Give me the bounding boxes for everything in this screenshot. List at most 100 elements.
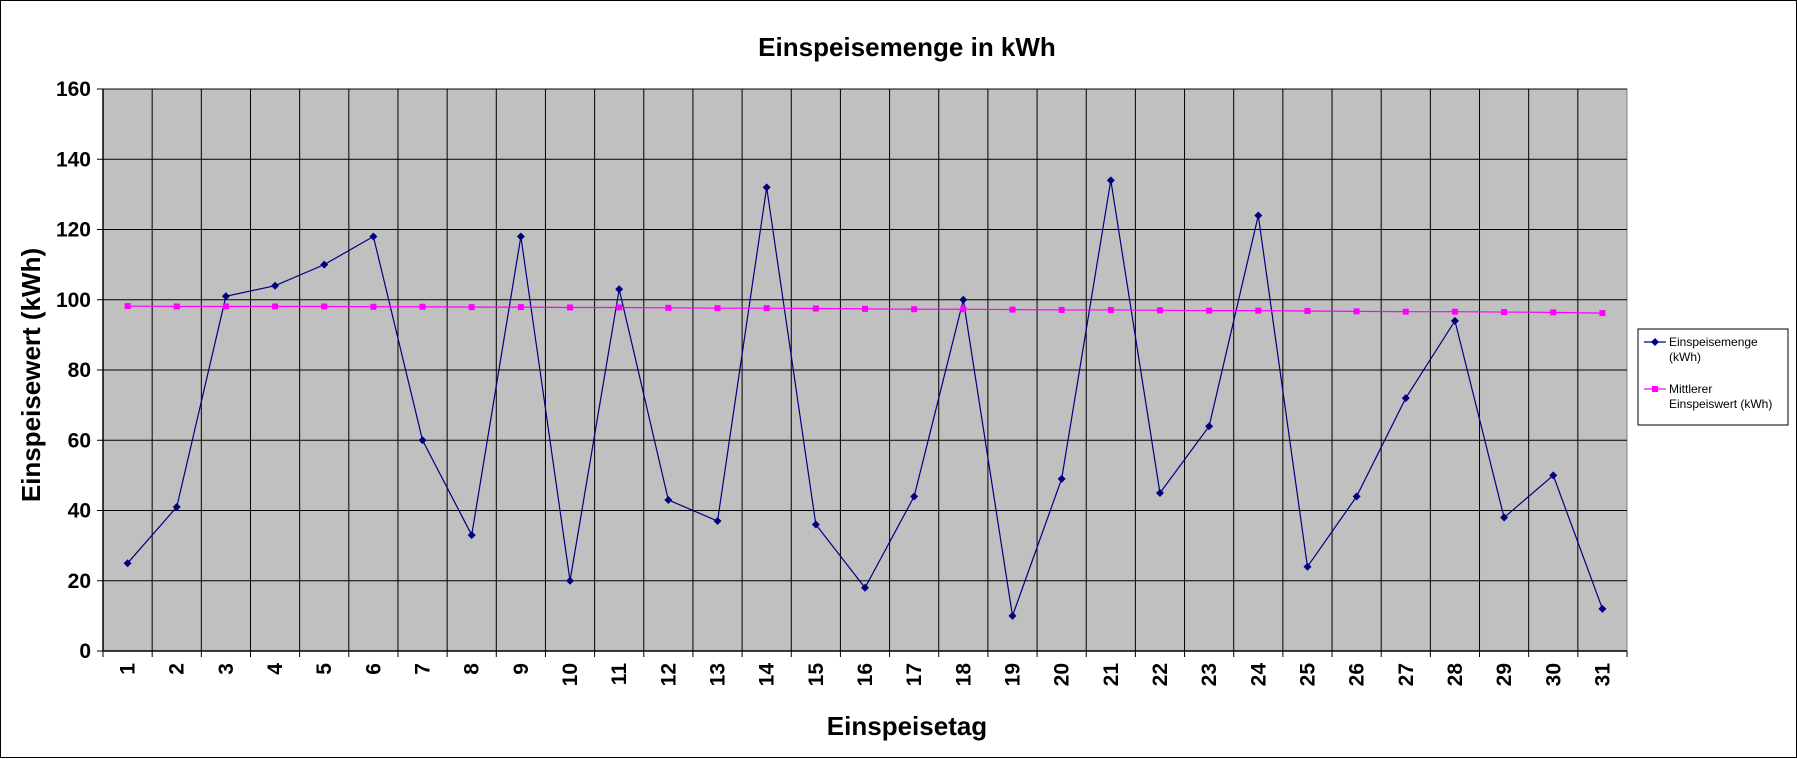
legend-label: Einspeiswert (kWh) xyxy=(1669,397,1772,411)
x-tick-label: 25 xyxy=(1296,663,1319,687)
x-tick-label: 16 xyxy=(854,663,877,686)
data-point xyxy=(1353,308,1360,315)
x-tick-label: 29 xyxy=(1493,663,1516,686)
data-point xyxy=(1009,306,1016,313)
x-tick-label: 9 xyxy=(510,663,533,675)
x-axis-label: Einspeisetag xyxy=(827,711,987,741)
y-axis-label: Einspeisewert (kWh) xyxy=(16,248,46,502)
data-point xyxy=(1107,306,1114,313)
data-point xyxy=(861,583,869,592)
data-point xyxy=(910,492,919,501)
data-point xyxy=(1304,307,1311,314)
data-point xyxy=(1254,211,1263,220)
data-point xyxy=(665,304,672,311)
x-tick-label: 13 xyxy=(707,663,730,686)
legend-label: (kWh) xyxy=(1669,350,1701,364)
x-tick-label: 24 xyxy=(1247,663,1270,687)
data-point xyxy=(1451,308,1458,315)
data-point xyxy=(1598,604,1607,613)
x-tick-label: 7 xyxy=(412,663,435,675)
legend-label: Einspeisemenge xyxy=(1669,335,1758,349)
data-point xyxy=(959,295,968,304)
x-tick-label: 19 xyxy=(1001,663,1024,686)
data-point xyxy=(419,303,426,310)
data-point xyxy=(173,303,180,310)
data-point xyxy=(862,305,868,312)
data-point xyxy=(370,303,377,310)
x-tick-label: 17 xyxy=(903,663,926,686)
data-point xyxy=(222,303,229,310)
data-point xyxy=(616,304,623,311)
y-tick-label: 160 xyxy=(56,78,91,101)
data-point xyxy=(713,517,722,526)
x-tick-label: 3 xyxy=(215,663,238,675)
x-tick-label: 12 xyxy=(657,663,680,686)
data-point xyxy=(763,305,770,312)
legend: Einspeisemenge(kWh) MittlererEinspeiswert… xyxy=(1637,328,1789,426)
x-tick-label: 8 xyxy=(461,663,484,675)
data-point xyxy=(1155,488,1164,497)
x-tick-label: 22 xyxy=(1149,663,1172,686)
legend-box xyxy=(1637,328,1789,426)
series-2 xyxy=(124,303,1606,317)
data-point xyxy=(468,304,475,311)
data-point xyxy=(615,285,624,294)
x-tick-label: 6 xyxy=(362,663,385,675)
data-point xyxy=(123,559,132,568)
data-point xyxy=(418,436,427,445)
legend-swatch-marker xyxy=(1651,338,1659,346)
data-point xyxy=(467,531,476,540)
y-tick-label: 20 xyxy=(68,570,91,593)
data-point xyxy=(811,520,820,529)
x-tick-label: 31 xyxy=(1591,663,1614,687)
data-point xyxy=(1303,562,1312,571)
data-point xyxy=(516,232,525,241)
data-point xyxy=(221,292,230,301)
x-tick-label: 23 xyxy=(1198,663,1221,686)
data-point xyxy=(911,306,918,313)
data-point xyxy=(1106,176,1115,185)
data-point xyxy=(1401,394,1410,403)
x-tick-label: 5 xyxy=(313,663,336,675)
data-point xyxy=(1156,307,1163,314)
legend-swatch-marker xyxy=(1652,386,1658,392)
legend-label: Mittlerer xyxy=(1669,382,1712,396)
y-tick-label: 40 xyxy=(68,500,91,523)
data-point xyxy=(1549,471,1558,480)
x-tick-label: 2 xyxy=(166,663,189,675)
data-point xyxy=(369,232,378,241)
x-tick-label: 18 xyxy=(952,663,975,687)
data-point xyxy=(1058,306,1065,313)
data-point xyxy=(1255,307,1262,314)
y-tick-label: 0 xyxy=(79,640,91,663)
data-point xyxy=(272,303,279,310)
x-tick-label: 28 xyxy=(1444,663,1467,687)
y-tick-label: 80 xyxy=(68,359,91,382)
x-tick-label: 30 xyxy=(1542,663,1565,686)
x-tick-label: 14 xyxy=(756,663,779,687)
data-point xyxy=(1352,492,1361,501)
data-point xyxy=(1008,611,1017,620)
x-tick-label: 1 xyxy=(117,663,140,675)
y-tick-label: 120 xyxy=(56,219,91,242)
data-point xyxy=(567,304,574,311)
data-point xyxy=(566,576,575,585)
data-point xyxy=(1501,309,1508,316)
data-point xyxy=(1057,474,1066,483)
data-point xyxy=(960,306,967,313)
series-1 xyxy=(123,176,1607,620)
data-point xyxy=(812,305,819,312)
y-tick-label: 60 xyxy=(68,429,91,452)
data-point xyxy=(1599,310,1606,317)
x-tick-label: 15 xyxy=(805,663,828,687)
x-tick-label: 11 xyxy=(608,663,631,686)
data-point xyxy=(1450,316,1459,325)
data-point xyxy=(1500,513,1509,522)
data-point xyxy=(1550,309,1557,316)
data-point xyxy=(714,305,721,312)
x-tick-label: 27 xyxy=(1395,663,1418,686)
data-point xyxy=(762,183,771,192)
x-tick-label: 20 xyxy=(1051,663,1074,686)
